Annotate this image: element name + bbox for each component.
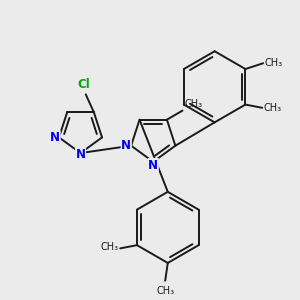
Text: N: N [50, 131, 60, 144]
Text: N: N [76, 148, 85, 161]
Text: CH₃: CH₃ [100, 242, 118, 252]
Text: CH₃: CH₃ [156, 286, 174, 296]
Text: N: N [121, 139, 131, 152]
Text: N: N [148, 158, 158, 172]
Text: Cl: Cl [78, 78, 91, 91]
Text: CH₃: CH₃ [265, 58, 283, 68]
Text: CH₃: CH₃ [184, 99, 202, 109]
Text: CH₃: CH₃ [264, 103, 282, 113]
